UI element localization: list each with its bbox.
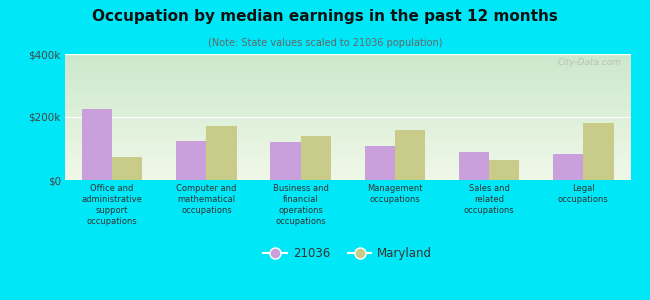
- Text: City-Data.com: City-Data.com: [558, 58, 622, 67]
- Bar: [176, 141, 206, 180]
- Bar: [584, 123, 614, 180]
- Bar: [365, 146, 395, 180]
- Legend: 21036, Maryland: 21036, Maryland: [259, 242, 437, 265]
- Bar: [553, 154, 584, 180]
- Bar: [489, 160, 519, 180]
- Bar: [112, 157, 142, 180]
- Bar: [82, 109, 112, 180]
- Bar: [270, 142, 300, 180]
- Bar: [395, 130, 425, 180]
- Text: (Note: State values scaled to 21036 population): (Note: State values scaled to 21036 popu…: [208, 38, 442, 47]
- Text: Occupation by median earnings in the past 12 months: Occupation by median earnings in the pas…: [92, 9, 558, 24]
- Bar: [300, 136, 331, 180]
- Bar: [207, 126, 237, 180]
- Bar: [459, 152, 489, 180]
